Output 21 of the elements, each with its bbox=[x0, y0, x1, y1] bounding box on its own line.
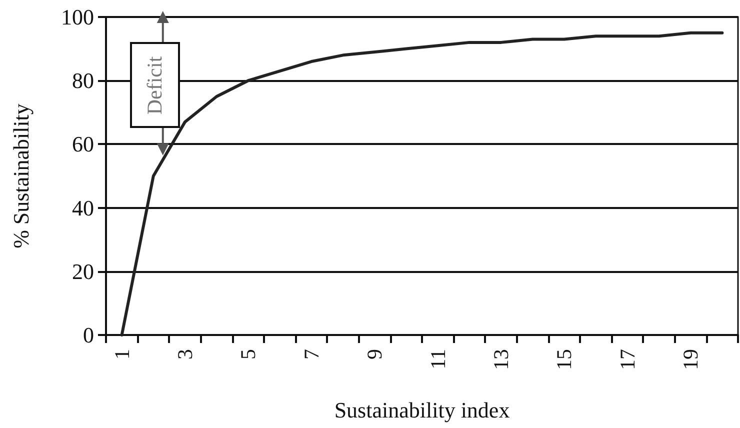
x-tick-label: 3 bbox=[173, 349, 197, 360]
label-box: Deficit bbox=[130, 42, 180, 128]
x-tick-label: 13 bbox=[489, 349, 513, 370]
y-tick-label: 100 bbox=[61, 4, 94, 30]
y-tick-label: 40 bbox=[72, 195, 94, 220]
y-tick-label: 20 bbox=[72, 258, 94, 284]
annotation: Deficit bbox=[142, 56, 168, 115]
x-tick-label: 9 bbox=[362, 349, 387, 360]
x-axis-title: Sustainability index bbox=[334, 398, 510, 422]
y-tick-label: 60 bbox=[72, 132, 94, 157]
x-tick-label: 19 bbox=[678, 349, 703, 370]
x-tick-label: 5 bbox=[236, 349, 260, 360]
line-series bbox=[120, 31, 724, 336]
y-tick-label: 80 bbox=[72, 68, 94, 94]
x-tick-label: 1 bbox=[110, 349, 134, 360]
x-tick-label: 15 bbox=[552, 349, 576, 370]
x-tick-label: 17 bbox=[615, 349, 640, 370]
y-axis-title: % Sustainability bbox=[8, 104, 34, 248]
x-tick-label: 7 bbox=[299, 349, 324, 360]
y-tick-label: 0 bbox=[83, 322, 94, 348]
x-tick-label: 11 bbox=[426, 349, 450, 370]
